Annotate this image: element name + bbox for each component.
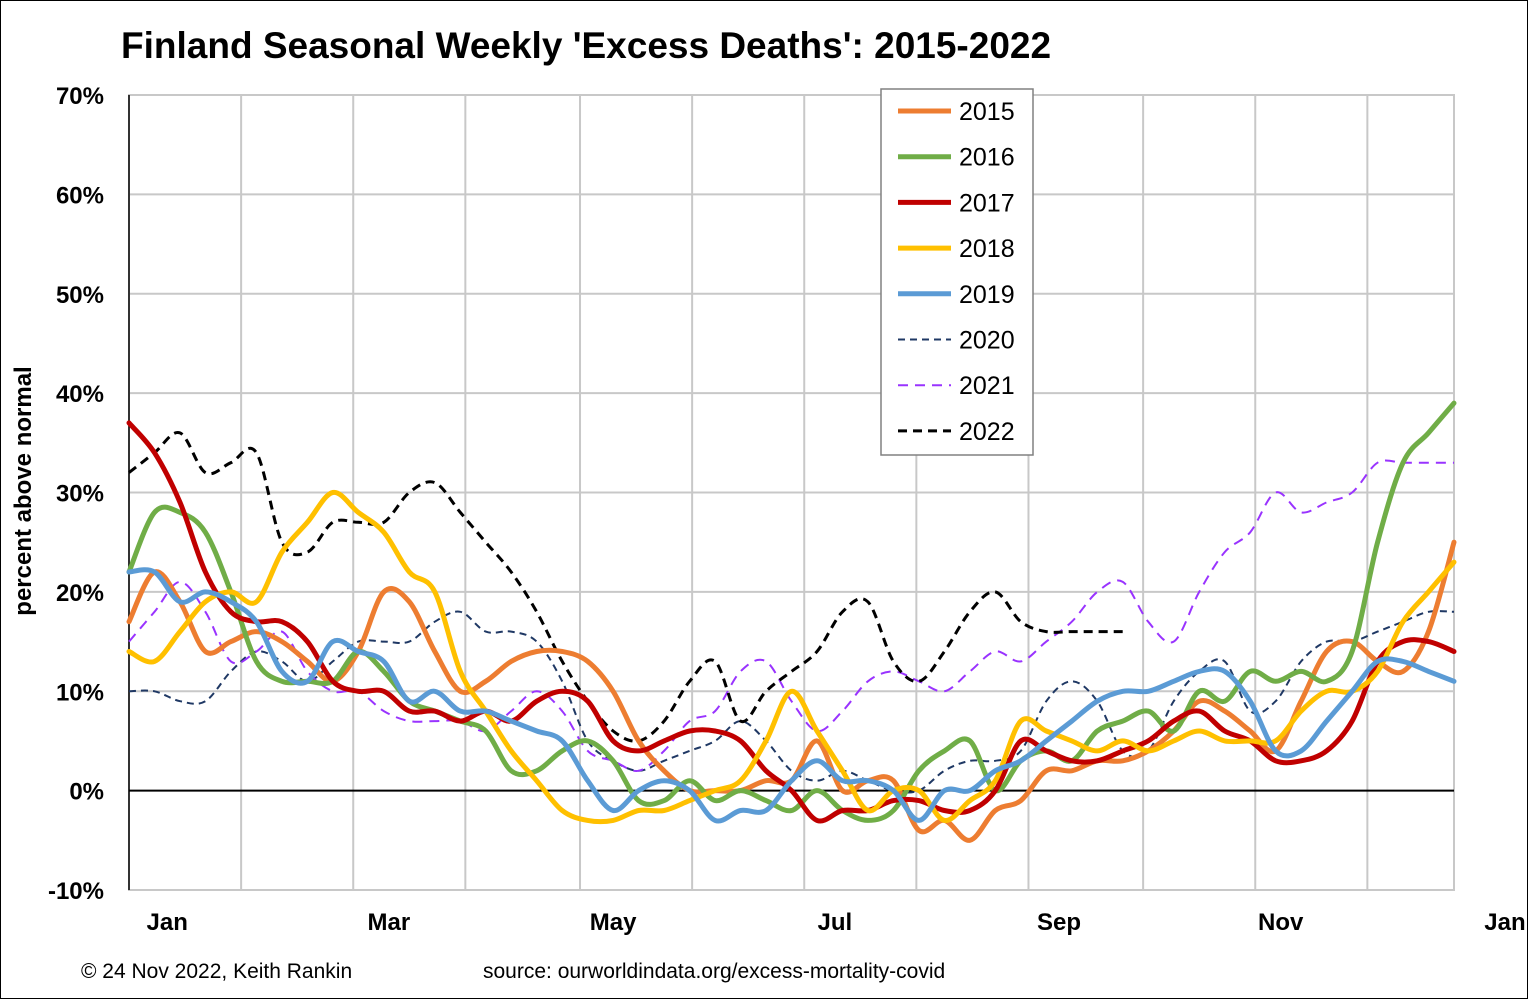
source-note: source: ourworldindata.org/excess-mortal… xyxy=(483,960,945,983)
legend-label-2015: 2015 xyxy=(959,98,1015,126)
series-line-2019 xyxy=(126,567,1457,824)
x-tick-label: Mar xyxy=(368,909,411,936)
legend-box xyxy=(880,88,1034,456)
x-tick-label: May xyxy=(590,909,637,936)
y-tick-label: 0% xyxy=(69,779,104,806)
series-line-2022 xyxy=(128,431,1123,743)
legend-label-2021: 2021 xyxy=(959,372,1015,400)
x-tick-label: Sep xyxy=(1037,909,1081,936)
y-tick-label: 40% xyxy=(56,381,104,408)
y-tick-label: -10% xyxy=(48,878,104,905)
legend-label-2019: 2019 xyxy=(959,281,1015,309)
legend-label-2017: 2017 xyxy=(959,189,1015,217)
chart-title: Finland Seasonal Weekly 'Excess Deaths':… xyxy=(121,25,1051,66)
x-tick-label: Jul xyxy=(817,909,852,936)
legend-label-2018: 2018 xyxy=(959,235,1015,263)
x-tick-label: Nov xyxy=(1258,909,1304,936)
y-tick-label: 70% xyxy=(56,83,104,110)
series-line-2021 xyxy=(128,459,1454,772)
series-lines xyxy=(126,400,1457,843)
y-tick-label: 30% xyxy=(56,481,104,508)
series-line-2017 xyxy=(126,420,1457,824)
legend-label-2022: 2022 xyxy=(959,418,1015,446)
legend-label-2020: 2020 xyxy=(959,327,1015,355)
y-axis-label: percent above normal xyxy=(10,366,37,615)
series-line-2018 xyxy=(126,489,1457,825)
series-line-2016 xyxy=(126,400,1457,823)
axes: -10% 0% 10% 20% 30% 40% 50% 60% 70% Jan Mar May Jul S… xyxy=(48,83,1526,936)
y-tick-label: 20% xyxy=(56,580,104,607)
y-tick-label: 10% xyxy=(56,679,104,706)
x-tick-label: Jan xyxy=(1484,909,1525,936)
x-tick-label: Jan xyxy=(147,909,188,936)
copyright-note: © 24 Nov 2022, Keith Rankin xyxy=(81,960,352,983)
legend: 2015 2016 2017 2018 2019 2020 2021 2022 xyxy=(880,88,1034,456)
y-tick-label: 60% xyxy=(56,182,104,209)
legend-label-2016: 2016 xyxy=(959,144,1015,172)
y-tick-label: 50% xyxy=(56,282,104,309)
